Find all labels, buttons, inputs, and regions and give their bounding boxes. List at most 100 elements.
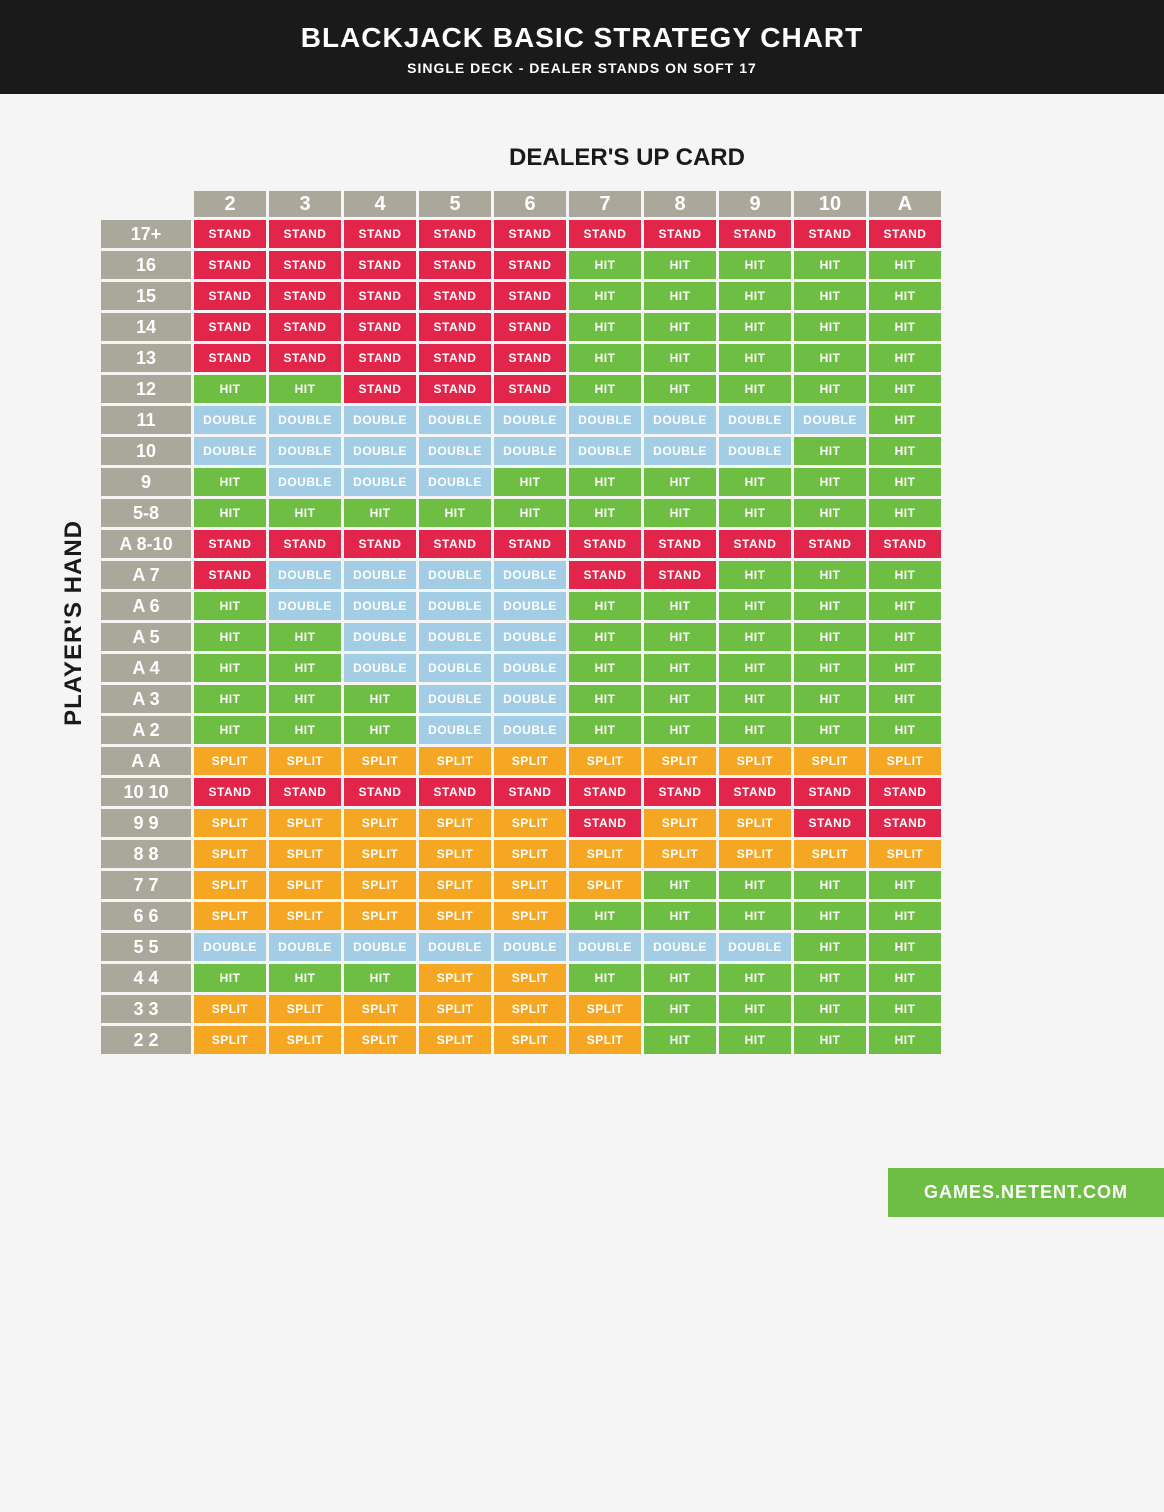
strategy-cell: HIT <box>794 437 866 465</box>
strategy-cell: SPLIT <box>794 747 866 775</box>
strategy-cell: SPLIT <box>419 809 491 837</box>
strategy-cell: STAND <box>494 282 566 310</box>
strategy-cell: HIT <box>794 282 866 310</box>
strategy-cell: HIT <box>644 995 716 1023</box>
strategy-cell: HIT <box>869 592 941 620</box>
strategy-cell: STAND <box>269 220 341 248</box>
strategy-cell: SPLIT <box>494 902 566 930</box>
strategy-cell: HIT <box>644 592 716 620</box>
strategy-cell: HIT <box>869 1026 941 1054</box>
strategy-cell: HIT <box>794 592 866 620</box>
strategy-cell: STAND <box>569 220 641 248</box>
strategy-cell: SPLIT <box>194 902 266 930</box>
strategy-cell: SPLIT <box>194 1026 266 1054</box>
strategy-cell: SPLIT <box>494 747 566 775</box>
row-header: A 5 <box>101 623 191 651</box>
strategy-cell: HIT <box>269 375 341 403</box>
player-axis-label: PLAYER'S HAND <box>60 520 88 726</box>
strategy-cell: HIT <box>344 685 416 713</box>
strategy-cell: HIT <box>644 654 716 682</box>
strategy-cell: SPLIT <box>269 1026 341 1054</box>
strategy-cell: DOUBLE <box>719 933 791 961</box>
strategy-cell: SPLIT <box>344 747 416 775</box>
strategy-cell: STAND <box>344 778 416 806</box>
strategy-cell: HIT <box>269 623 341 651</box>
row-header: 9 <box>101 468 191 496</box>
strategy-cell: SPLIT <box>419 871 491 899</box>
strategy-cell: HIT <box>269 964 341 992</box>
strategy-cell: STAND <box>494 344 566 372</box>
row-header: 11 <box>101 406 191 434</box>
strategy-cell: STAND <box>494 220 566 248</box>
strategy-cell: HIT <box>869 251 941 279</box>
strategy-cell: DOUBLE <box>344 592 416 620</box>
strategy-cell: HIT <box>569 344 641 372</box>
page-header: BLACKJACK BASIC STRATEGY CHART SINGLE DE… <box>0 0 1164 94</box>
strategy-cell: STAND <box>344 344 416 372</box>
strategy-cell: DOUBLE <box>569 406 641 434</box>
strategy-cell: HIT <box>794 654 866 682</box>
strategy-cell: STAND <box>419 220 491 248</box>
strategy-cell: HIT <box>719 313 791 341</box>
strategy-cell: SPLIT <box>569 995 641 1023</box>
strategy-cell: HIT <box>869 902 941 930</box>
strategy-cell: HIT <box>644 344 716 372</box>
strategy-cell: HIT <box>794 251 866 279</box>
strategy-cell: HIT <box>869 561 941 589</box>
strategy-cell: HIT <box>869 406 941 434</box>
strategy-cell: HIT <box>494 499 566 527</box>
strategy-cell: STAND <box>269 778 341 806</box>
strategy-cell: STAND <box>269 282 341 310</box>
strategy-cell: STAND <box>494 251 566 279</box>
strategy-cell: SPLIT <box>269 840 341 868</box>
row-header: A 8-10 <box>101 530 191 558</box>
strategy-cell: HIT <box>869 623 941 651</box>
column-header: 2 <box>194 191 266 217</box>
strategy-cell: HIT <box>719 282 791 310</box>
strategy-cell: STAND <box>344 282 416 310</box>
strategy-cell: HIT <box>794 313 866 341</box>
strategy-cell: STAND <box>194 313 266 341</box>
strategy-cell: SPLIT <box>194 809 266 837</box>
strategy-cell: HIT <box>569 499 641 527</box>
strategy-cell: HIT <box>794 499 866 527</box>
strategy-cell: STAND <box>869 220 941 248</box>
strategy-cell: SPLIT <box>344 871 416 899</box>
strategy-cell: HIT <box>569 592 641 620</box>
strategy-cell: STAND <box>869 530 941 558</box>
strategy-cell: DOUBLE <box>419 468 491 496</box>
strategy-cell: SPLIT <box>569 840 641 868</box>
strategy-cell: HIT <box>269 654 341 682</box>
strategy-cell: HIT <box>644 251 716 279</box>
strategy-cell: SPLIT <box>494 995 566 1023</box>
row-header: 5-8 <box>101 499 191 527</box>
strategy-cell: STAND <box>419 344 491 372</box>
strategy-cell: STAND <box>794 530 866 558</box>
strategy-cell: HIT <box>719 499 791 527</box>
strategy-cell: STAND <box>419 313 491 341</box>
strategy-cell: HIT <box>719 685 791 713</box>
dealer-axis-label: DEALER'S UP CARD <box>150 144 1104 172</box>
strategy-cell: HIT <box>644 282 716 310</box>
strategy-cell: HIT <box>419 499 491 527</box>
strategy-cell: STAND <box>194 251 266 279</box>
strategy-cell: HIT <box>344 716 416 744</box>
strategy-cell: HIT <box>194 685 266 713</box>
strategy-cell: SPLIT <box>269 871 341 899</box>
strategy-cell: DOUBLE <box>419 654 491 682</box>
strategy-cell: SPLIT <box>269 995 341 1023</box>
strategy-cell: STAND <box>494 530 566 558</box>
strategy-cell: STAND <box>794 778 866 806</box>
strategy-cell: HIT <box>794 623 866 651</box>
strategy-cell: HIT <box>869 995 941 1023</box>
strategy-cell: HIT <box>194 468 266 496</box>
strategy-cell: HIT <box>719 964 791 992</box>
strategy-cell: STAND <box>194 344 266 372</box>
strategy-cell: HIT <box>794 1026 866 1054</box>
row-header: 15 <box>101 282 191 310</box>
strategy-cell: HIT <box>719 468 791 496</box>
strategy-cell: DOUBLE <box>419 437 491 465</box>
strategy-cell: HIT <box>269 716 341 744</box>
strategy-cell: HIT <box>869 313 941 341</box>
strategy-cell: STAND <box>644 220 716 248</box>
